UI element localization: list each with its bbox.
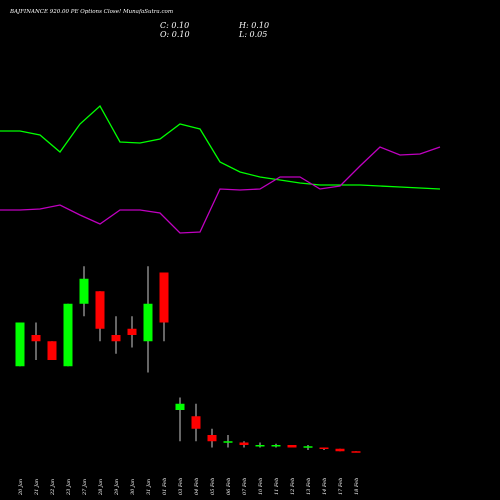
candle [63, 303, 73, 367]
overlay-line-2 [0, 146, 441, 234]
candle [111, 316, 121, 354]
candlesticks [15, 266, 361, 453]
candle-body [63, 303, 73, 367]
x-tick-label: 20 Jan [18, 479, 24, 496]
candle-body [351, 451, 361, 453]
candle [95, 291, 105, 342]
candle-body [207, 435, 217, 442]
x-axis-labels: 20 Jan 21 Jan 22 Jan 23 Jan 27 Jan 28 Jan 29 J… [18, 478, 360, 496]
x-tick-label: 07 Feb [242, 478, 248, 495]
candle-body [31, 335, 41, 342]
candle-body [319, 447, 329, 449]
low-value: L: 0.05 [239, 30, 268, 39]
candle [191, 403, 201, 442]
x-tick-label: 31 Jan [146, 479, 152, 495]
candle [223, 435, 233, 448]
candle [175, 397, 185, 442]
candle [207, 428, 217, 448]
x-tick-label: 01 Feb [162, 478, 168, 495]
candle-body [255, 445, 265, 447]
chart-title: BAJFINANCE 920.00 PE Options Close! Muna… [10, 9, 174, 15]
candle [159, 272, 169, 342]
x-tick-label: 12 Feb [290, 478, 296, 495]
x-tick-label: 14 Feb [322, 478, 328, 495]
candle [351, 451, 361, 453]
close-value: C: 0.10 [160, 21, 190, 30]
candle-body [47, 341, 57, 360]
overlay-line-1 [0, 104, 441, 190]
candle-body [335, 448, 345, 452]
open-value: O: 0.10 [160, 30, 190, 39]
candle-body [95, 291, 105, 329]
candle-body [143, 303, 153, 342]
x-tick-label: 05 Feb [210, 478, 216, 495]
candle-body [127, 328, 137, 335]
candle [287, 445, 297, 448]
candle-body [79, 278, 89, 304]
candle [303, 445, 313, 450]
candle-body [223, 441, 233, 443]
high-value: H: 0.10 [239, 21, 270, 30]
candle [239, 441, 249, 448]
candle [31, 322, 41, 360]
x-tick-label: 27 Jan [82, 479, 88, 496]
candle [143, 266, 153, 373]
x-tick-label: 03 Feb [178, 478, 184, 495]
candle-body [111, 335, 121, 342]
overlay-lines [0, 104, 441, 234]
candle [79, 266, 89, 317]
candle [127, 316, 137, 348]
candle-body [271, 445, 281, 447]
x-tick-label: 18 Feb [354, 478, 360, 495]
candle [47, 341, 57, 360]
candle-body [159, 272, 169, 323]
candle-body [303, 446, 313, 448]
x-tick-label: 21 Jan [34, 479, 40, 496]
x-tick-label: 29 Jan [114, 479, 120, 496]
candle-body [15, 322, 25, 367]
x-tick-label: 11 Feb [274, 478, 280, 495]
candle [319, 447, 329, 450]
x-tick-label: 28 Jan [98, 479, 104, 496]
candle [271, 443, 281, 448]
candle-body [239, 442, 249, 445]
x-tick-label: 30 Jan [130, 479, 136, 495]
x-tick-label: 22 Jan [50, 479, 56, 496]
candle [255, 442, 265, 448]
x-tick-label: 10 Feb [258, 478, 264, 495]
x-tick-label: 23 Jan [66, 479, 72, 496]
candle [15, 322, 25, 367]
x-tick-label: 13 Feb [306, 478, 312, 495]
x-tick-label: 17 Feb [338, 478, 344, 495]
candle-body [191, 416, 201, 429]
candle-body [175, 403, 185, 410]
candle [335, 448, 345, 452]
x-tick-label: 04 Feb [194, 478, 200, 495]
candle-body [287, 445, 297, 448]
x-tick-label: 06 Feb [226, 478, 232, 495]
